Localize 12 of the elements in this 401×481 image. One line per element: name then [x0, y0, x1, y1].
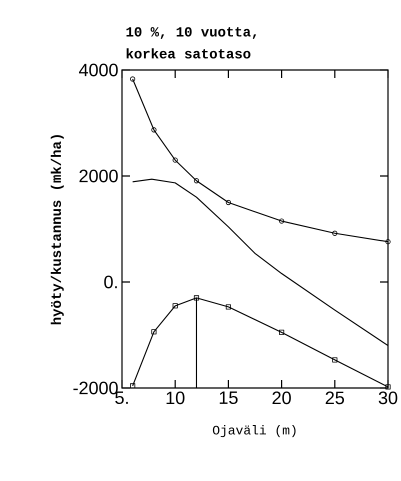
x-tick-label: 20	[272, 392, 291, 404]
y-axis-title: hyöty/kustannus (mk/ha)	[50, 135, 64, 324]
y-tick-label: 2000	[79, 170, 118, 182]
y-tick-label: 0.	[104, 276, 117, 288]
x-axis-title: Ojaväli (m)	[212, 425, 296, 438]
x-tick-label: 30	[378, 392, 398, 404]
x-tick-label: 15	[220, 392, 238, 404]
chart-subtitle: korkea satotaso	[126, 48, 250, 58]
x-tick-label: 25	[326, 392, 344, 404]
chart-title: 10 %, 10 vuotta,	[126, 27, 256, 39]
y-tick-label: 4000	[78, 64, 118, 76]
x-tick-label: 10	[166, 392, 184, 404]
